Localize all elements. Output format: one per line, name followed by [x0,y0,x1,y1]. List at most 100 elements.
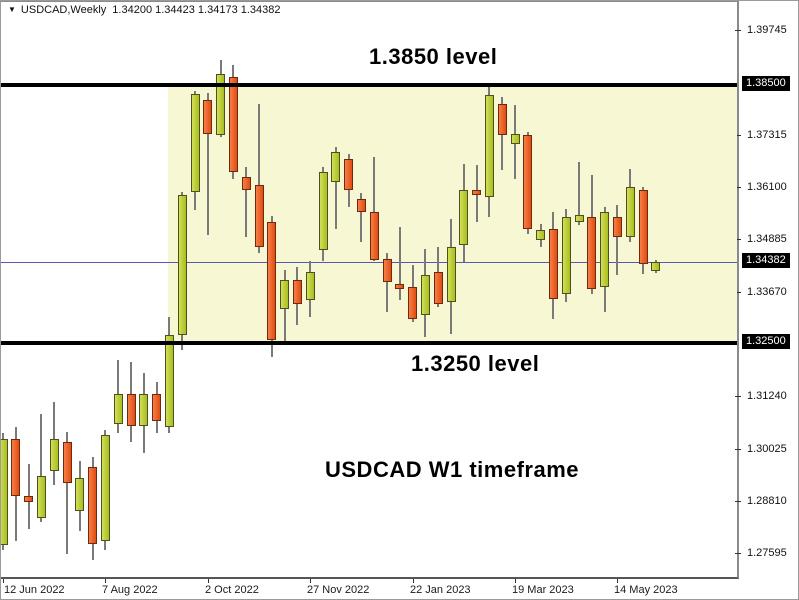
support-level-line [1,341,737,345]
candle-body-bull [536,229,545,240]
candle-body-bull [626,186,635,237]
price-tick-dash [735,239,741,240]
candle-body-bear [613,217,622,237]
candle-body-bear [472,189,481,196]
price-axis-label: 1.37315 [747,129,787,141]
candle-wick [360,192,362,242]
price-tick-dash [735,501,741,502]
candle-body-bull [459,189,468,245]
candle-body-bull [485,94,494,197]
candle-body-bull [139,393,148,426]
time-tick-dash [208,579,209,583]
candle-body-bear [11,438,20,496]
time-axis-label: 2 Oct 2022 [205,584,259,596]
candle-body-bull [319,171,328,251]
resistance-price-badge: 1.38500 [742,76,790,91]
time-axis-label: 7 Aug 2022 [102,584,158,596]
time-axis-label: 27 Nov 2022 [307,584,370,596]
time-axis-label: 12 Jun 2022 [4,584,65,596]
price-axis-label: 1.33670 [747,286,787,298]
candle-body-bull [1,438,8,546]
price-tick-dash [735,292,741,293]
candle-body-bull [114,393,123,424]
candle-wick [40,413,42,522]
price-axis: 1.39745 1.37315 1.36100 1.34885 1.33670 1.312… [735,1,798,579]
candle-body-bull [165,334,174,427]
annotation-support-level: 1.3250 level [411,351,540,376]
price-tick-dash [735,187,741,188]
candle-body-bear [395,284,404,289]
symbol-label: USDCAD,Weekly [20,4,107,16]
candle-body-bear [203,100,212,135]
price-tick-dash [735,449,741,450]
time-axis-label: 14 May 2023 [614,584,678,596]
price-axis-label: 1.30025 [747,443,787,455]
price-chart-plot-area [1,1,739,579]
time-tick-dash [617,579,618,583]
candle-body-bull [101,435,110,541]
candle-body-bull [447,247,456,303]
candle-body-bear [242,177,251,190]
candle-body-bear [344,158,353,190]
candle-body-bull [75,478,84,511]
candle-body-bull [216,73,225,135]
candle-body-bear [498,103,507,135]
candle-body-bear [152,393,161,422]
price-axis-label: 1.27595 [747,547,787,559]
time-tick-dash [105,579,106,583]
candle-body-bull [37,476,46,519]
quote-ohlc-values: 1.34200 1.34423 1.34173 1.34382 [112,4,281,16]
candle-wick [66,431,68,554]
candle-body-bull [50,438,59,472]
price-axis-label: 1.36100 [747,181,787,193]
price-tick-dash [735,396,741,397]
candle-body-bull [331,152,340,183]
highlight-zone [168,85,737,344]
current-price-line [1,262,737,263]
candle-body-bear [267,221,276,341]
candle-wick [373,156,375,262]
price-tick-dash [735,135,741,136]
candle-body-bear [255,184,264,248]
time-axis-label: 22 Jan 2023 [410,584,471,596]
annotation-resistance-level: 1.3850 level [369,44,498,69]
current-price-badge: 1.34382 [742,253,790,268]
time-axis: 12 Jun 2022 7 Aug 2022 2 Oct 2022 27 Nov 20… [1,579,798,599]
candle-body-bull [651,262,660,271]
candle-body-bear [63,441,72,484]
symbol-quote-bar: ▼ USDCAD,Weekly 1.34200 1.34423 1.34173 1.… [8,4,281,16]
candle-body-bull [562,217,571,295]
candle-body-bear [408,287,417,319]
candle-body-bear [293,280,302,305]
symbol-dropdown-icon[interactable]: ▼ [8,5,16,14]
candle-wick [616,204,618,276]
candle-body-bear [434,272,443,304]
time-tick-dash [515,579,516,583]
candle-body-bear [587,217,596,289]
candle-body-bear [357,198,366,212]
candle-body-bull [575,214,584,222]
candle-body-bear [88,466,97,545]
candle-wick [258,103,260,253]
time-tick-dash [413,579,414,583]
candle-body-bear [370,211,379,261]
candle-wick [245,166,247,237]
candle-body-bull [306,271,315,301]
candle-wick [578,161,580,225]
price-axis-label: 1.34885 [747,233,787,245]
candle-body-bear [523,134,532,230]
price-axis-label: 1.39745 [747,24,787,36]
price-tick-dash [735,30,741,31]
price-axis-label: 1.31240 [747,390,787,402]
time-axis-label: 19 Mar 2023 [512,584,574,596]
candle-body-bear [24,495,33,503]
annotation-timeframe: USDCAD W1 timeframe [325,457,579,482]
price-tick-dash [735,553,741,554]
support-price-badge: 1.32500 [742,334,790,349]
candle-body-bear [127,393,136,426]
candle-wick [386,252,388,313]
time-tick-dash [3,579,4,583]
candle-body-bull [191,94,200,193]
candle-body-bull [511,134,520,144]
